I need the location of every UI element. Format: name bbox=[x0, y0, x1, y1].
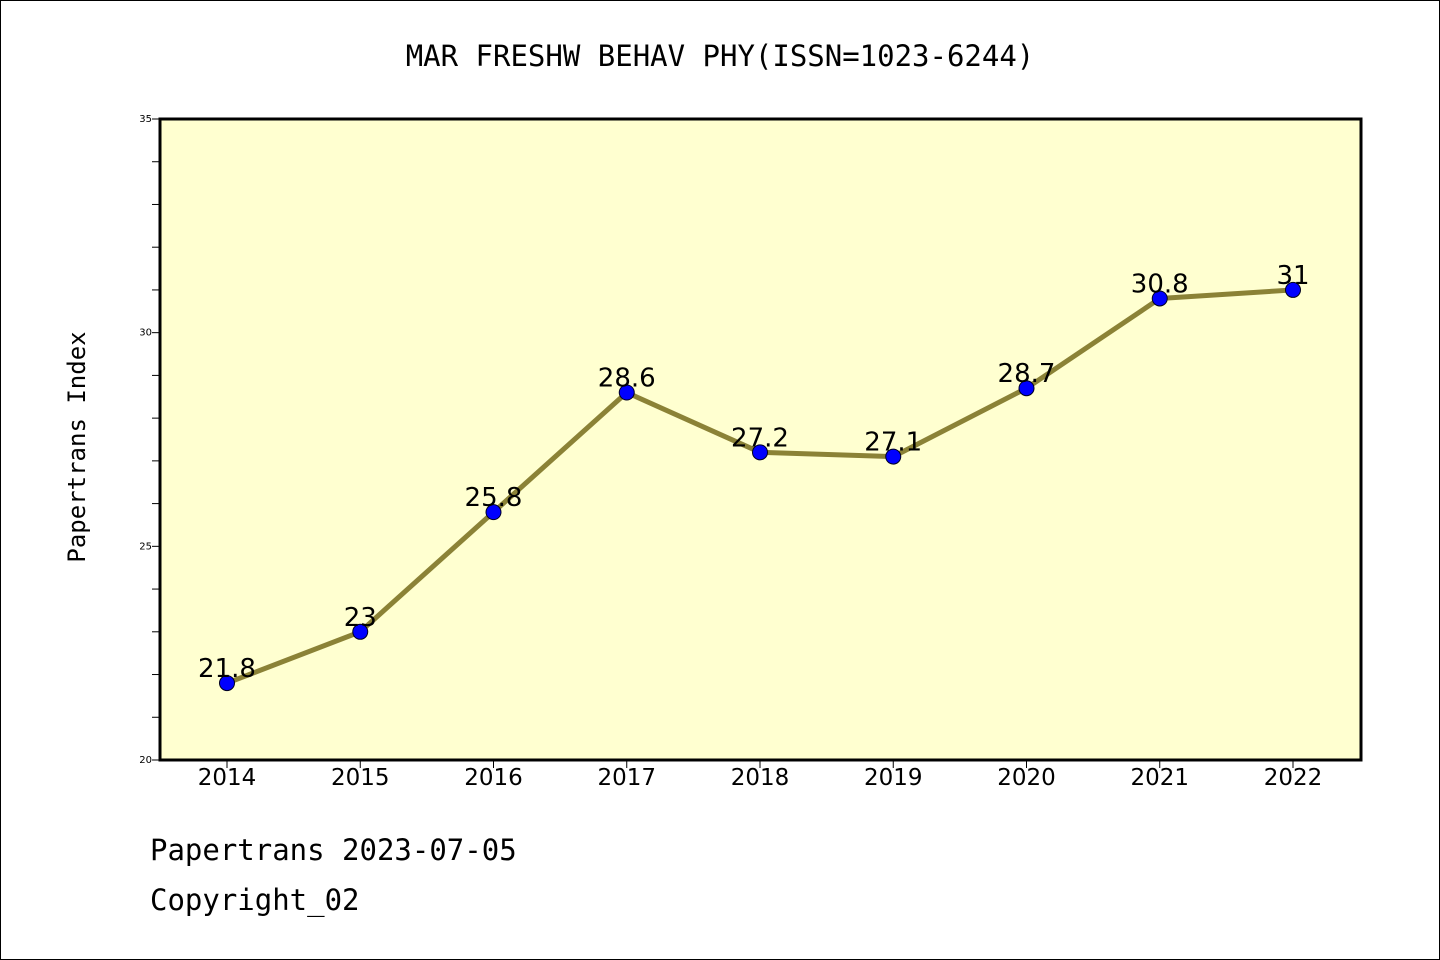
data-point bbox=[485, 504, 502, 521]
y-tick-label: 30 bbox=[139, 328, 152, 339]
x-tick-label: 2019 bbox=[864, 765, 923, 791]
y-axis-label: Papertrans Index bbox=[63, 331, 91, 562]
data-label: 30.8 bbox=[1131, 269, 1189, 299]
data-label: 31 bbox=[1276, 261, 1309, 291]
chart-title: MAR FRESHW BEHAV PHY(ISSN=1023-6244) bbox=[406, 39, 1035, 73]
x-tick-label: 2017 bbox=[597, 765, 656, 791]
data-point bbox=[1285, 281, 1301, 298]
y-tick-label: 35 bbox=[139, 114, 152, 125]
y-axis-ticks: 20 25 30 35 bbox=[139, 114, 160, 766]
data-point bbox=[1151, 290, 1168, 307]
x-tick-label: 2014 bbox=[198, 765, 257, 791]
x-tick-label: 2021 bbox=[1130, 765, 1189, 791]
data-label: 27.2 bbox=[731, 423, 789, 453]
series-line-group: 21.8 23 25.8 28.6 27.2 27.1 28.7 30.8 31 bbox=[198, 261, 1310, 692]
data-point bbox=[219, 675, 235, 692]
x-tick-label: 2020 bbox=[997, 765, 1056, 791]
x-tick-label: 2016 bbox=[464, 765, 523, 791]
footer-copyright: Copyright_02 bbox=[150, 883, 360, 917]
data-label: 25.8 bbox=[465, 483, 523, 513]
y-tick-label: 25 bbox=[139, 541, 152, 552]
data-point bbox=[618, 384, 635, 401]
y-tick-label: 20 bbox=[139, 755, 152, 766]
data-label: 23 bbox=[344, 603, 377, 633]
data-point bbox=[352, 623, 369, 640]
data-point bbox=[1018, 380, 1035, 397]
footer-date: Papertrans 2023-07-05 bbox=[150, 833, 517, 867]
data-label: 27.1 bbox=[864, 428, 922, 458]
data-point bbox=[885, 448, 902, 465]
data-label: 21.8 bbox=[198, 654, 256, 684]
x-tick-label: 2015 bbox=[331, 765, 390, 791]
data-label: 28.6 bbox=[598, 363, 656, 393]
data-point bbox=[752, 444, 768, 461]
plot-area bbox=[158, 117, 1363, 762]
x-axis-ticks: 2014 2015 2016 2017 2018 2019 2020 2021 2022 bbox=[198, 760, 1323, 791]
x-tick-label: 2022 bbox=[1264, 765, 1323, 791]
x-tick-label: 2018 bbox=[731, 765, 790, 791]
data-label: 28.7 bbox=[998, 359, 1056, 389]
